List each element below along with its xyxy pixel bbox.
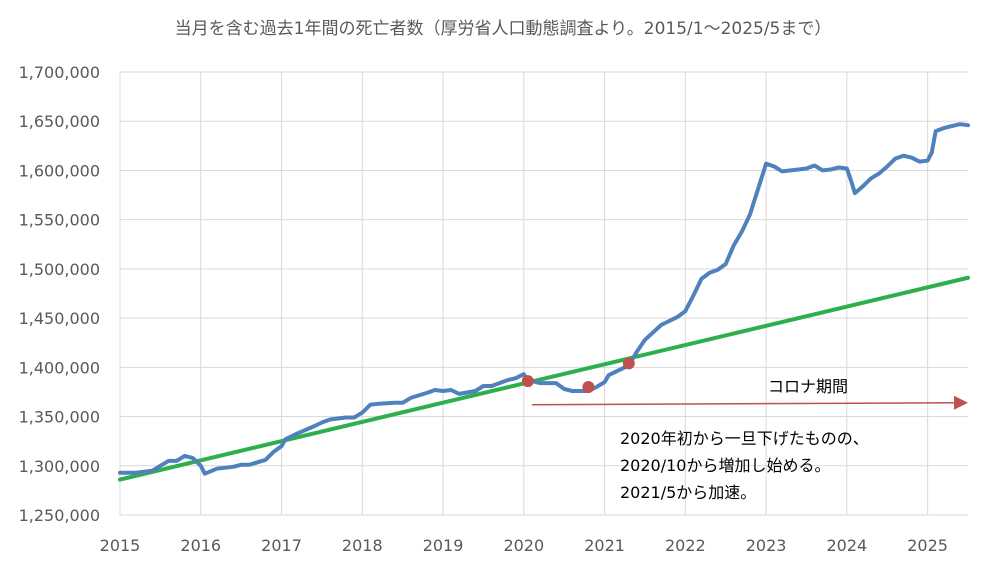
y-tick-label: 1,600,000 (19, 161, 100, 180)
arrow-head (954, 395, 968, 410)
marker-point (582, 381, 595, 394)
note-line-2: 2020/10から増加し始める。 (620, 456, 830, 475)
y-tick-label: 1,300,000 (19, 457, 100, 476)
trend-line-path (118, 275, 970, 482)
y-tick-label: 1,400,000 (19, 358, 100, 377)
corona-period-arrow (531, 395, 968, 410)
series-line (118, 122, 970, 476)
corona-period-label: コロナ期間 (768, 377, 848, 396)
y-tick-label: 1,650,000 (19, 112, 100, 131)
marker-point (521, 375, 534, 388)
x-tick-label: 2024 (826, 536, 867, 555)
note-line-1: 2020年初から一旦下げたものの、 (620, 429, 869, 448)
y-tick-label: 1,550,000 (19, 211, 100, 230)
x-tick-label: 2025 (907, 536, 948, 555)
y-tick-label: 1,450,000 (19, 309, 100, 328)
note-line-3: 2021/5から加速。 (620, 483, 756, 502)
x-tick-label: 2019 (423, 536, 464, 555)
y-axis-labels: 1,250,000 1,300,000 1,350,000 1,400,000 1,45… (19, 63, 100, 525)
x-tick-label: 2020 (503, 536, 544, 555)
x-tick-label: 2016 (180, 536, 221, 555)
y-tick-label: 1,500,000 (19, 260, 100, 279)
x-tick-label: 2015 (100, 536, 141, 555)
x-tick-label: 2018 (342, 536, 383, 555)
arrow-shaft (531, 402, 957, 406)
x-tick-label: 2023 (746, 536, 787, 555)
y-tick-label: 1,350,000 (19, 408, 100, 427)
x-tick-label: 2017 (261, 536, 302, 555)
chart-title: 当月を含む過去1年間の死亡者数（厚労省人口動態調査より。2015/1〜2025/… (175, 19, 832, 39)
x-tick-label: 2021 (584, 536, 625, 555)
marker-point (622, 357, 635, 370)
deaths-line (118, 122, 970, 476)
y-tick-label: 1,250,000 (19, 506, 100, 525)
markers (521, 357, 635, 394)
grid-lines (119, 71, 968, 516)
x-axis-labels: 2015 2016 2017 2018 2019 2020 2021 2022 2023 2024… (100, 536, 948, 555)
x-tick-label: 2022 (665, 536, 706, 555)
y-tick-label: 1,700,000 (19, 63, 100, 82)
trend-line (118, 275, 970, 482)
